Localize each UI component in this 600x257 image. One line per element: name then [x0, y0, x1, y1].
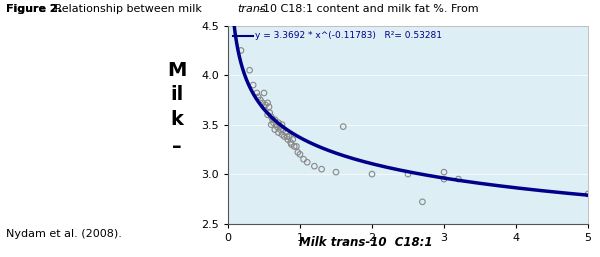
Point	[284, 134, 294, 139]
Point	[263, 113, 272, 117]
Text: -10 C18:1 content and milk fat %. From: -10 C18:1 content and milk fat %. From	[259, 4, 479, 14]
Point	[272, 125, 282, 129]
Point	[280, 134, 289, 139]
Text: Figure 2.: Figure 2.	[6, 4, 62, 14]
Text: trans: trans	[237, 4, 266, 14]
Point	[269, 121, 278, 125]
Point	[268, 118, 277, 122]
Point	[264, 105, 274, 109]
Point	[282, 134, 292, 139]
Point	[288, 137, 298, 142]
Point	[283, 137, 293, 142]
Text: M: M	[167, 61, 187, 80]
Point	[292, 144, 301, 149]
Point	[258, 101, 268, 105]
Text: Relationship between milk: Relationship between milk	[51, 4, 205, 14]
Point	[248, 83, 258, 87]
Point	[274, 131, 283, 135]
Point	[583, 192, 593, 196]
Point	[270, 127, 280, 132]
Point	[454, 177, 463, 181]
Point	[310, 164, 319, 168]
Point	[278, 127, 288, 132]
Point	[286, 140, 295, 144]
Point	[259, 91, 269, 95]
Point	[299, 157, 308, 161]
Point	[281, 131, 290, 135]
Point	[266, 123, 276, 127]
Point	[338, 125, 348, 129]
Point	[265, 111, 275, 115]
Point	[253, 95, 263, 99]
Point	[245, 68, 254, 72]
Point	[277, 123, 287, 127]
Point	[439, 177, 449, 181]
Text: Figure 2. Relationship between milk: Figure 2. Relationship between milk	[6, 4, 209, 14]
Point	[256, 98, 265, 102]
Point	[276, 127, 286, 132]
Point	[331, 170, 341, 174]
Text: k: k	[170, 110, 184, 129]
Point	[403, 172, 413, 176]
Text: y = 3.3692 * x^(-0.11783)   R²= 0.53281: y = 3.3692 * x^(-0.11783) R²= 0.53281	[256, 31, 442, 40]
Point	[367, 172, 377, 176]
Point	[418, 200, 427, 204]
Point	[275, 125, 284, 129]
Point	[260, 103, 270, 107]
Point	[277, 133, 287, 137]
Text: –: –	[172, 137, 182, 156]
Text: Figure 2.: Figure 2.	[6, 4, 62, 14]
Point	[274, 121, 283, 125]
Text: Milk trans-10  C18:1: Milk trans-10 C18:1	[299, 236, 433, 249]
Text: Nydam et al. (2008).: Nydam et al. (2008).	[6, 229, 122, 239]
Point	[259, 105, 269, 109]
Point	[252, 91, 262, 95]
Point	[439, 170, 449, 174]
Point	[270, 118, 280, 122]
Point	[293, 150, 302, 154]
Point	[317, 167, 326, 171]
Point	[271, 123, 281, 127]
Point	[289, 144, 299, 149]
Point	[236, 48, 246, 52]
Point	[295, 152, 305, 156]
Text: il: il	[170, 86, 184, 104]
Point	[287, 142, 296, 146]
Point	[302, 160, 312, 164]
Point	[266, 115, 276, 119]
Point	[263, 101, 272, 105]
